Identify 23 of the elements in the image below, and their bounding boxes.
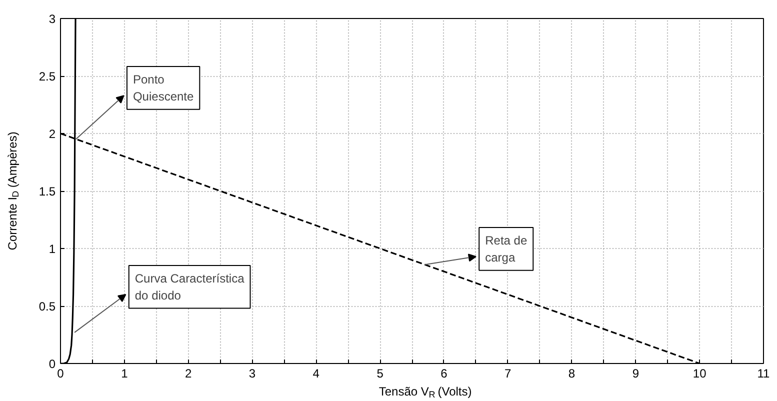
- x-tick-label: 0: [57, 366, 64, 380]
- x-tick-label: 8: [568, 366, 576, 380]
- annotation: Ponto Quiescente: [132, 72, 194, 104]
- y-tick-label: 3: [48, 12, 56, 26]
- x-tick-label: 3: [248, 366, 256, 380]
- x-tick-label: 4: [312, 366, 320, 380]
- x-tick-label: 5: [376, 366, 384, 380]
- y-tick-label: 2: [48, 127, 56, 141]
- y-tick-label: 1.5: [38, 184, 56, 198]
- x-tick-label: 6: [440, 366, 448, 380]
- x-tick-label: 11: [757, 366, 770, 380]
- x-tick-label: 9: [632, 366, 640, 380]
- y-tick-label: 2.5: [38, 70, 56, 84]
- y-tick-label: 0.5: [38, 300, 56, 314]
- annotation: Curva Característica do diodo: [134, 272, 245, 302]
- annotation: Reta de carga: [485, 234, 528, 264]
- x-tick-label: 10: [692, 366, 707, 380]
- x-tick-label: 1: [121, 366, 128, 380]
- y-tick-label: 0: [48, 357, 56, 371]
- y-tick-label: 1: [48, 242, 56, 256]
- x-tick-label: 7: [504, 366, 512, 380]
- x-tick-label: 2: [184, 366, 192, 380]
- y-axis-title: Corrente ID (Ampères): [6, 132, 20, 250]
